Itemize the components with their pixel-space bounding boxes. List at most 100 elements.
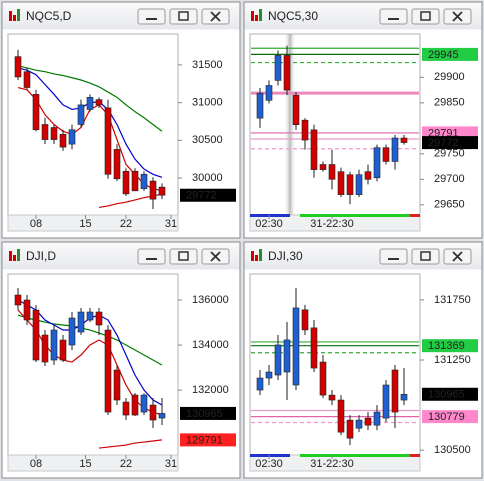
price-label: 130965 (186, 408, 223, 420)
candle-body (23, 299, 31, 321)
y-tick-label: 29850 (434, 97, 465, 109)
x-tick-label: 02:30 (255, 458, 283, 470)
candle-body (86, 311, 94, 321)
session-strip (410, 454, 420, 457)
restore-button[interactable] (411, 8, 440, 25)
minimize-button[interactable] (379, 8, 408, 25)
window-icon (9, 249, 20, 261)
y-tick-label: 132000 (192, 384, 229, 396)
minimize-button[interactable] (137, 8, 166, 25)
x-axis-strip (7, 214, 179, 232)
moving-average (98, 439, 163, 449)
moving-average (17, 314, 163, 366)
window-title: DJI,D (26, 249, 56, 263)
title-bar (244, 242, 482, 270)
candle-body (149, 180, 157, 200)
candle-body (95, 99, 103, 106)
candle-body (131, 170, 139, 192)
x-tick-label: 22 (120, 458, 132, 470)
candle-body (373, 411, 381, 426)
candle-body (77, 104, 85, 125)
x-tick-label: 15 (79, 218, 91, 230)
candle-body (59, 339, 67, 361)
close-button[interactable] (201, 248, 230, 265)
price-label-box (180, 188, 236, 202)
restore-button[interactable] (411, 248, 440, 265)
chart-window: NQC5,D 30000 30500 31000 31500 08 15 22 31 29772 (1, 1, 241, 239)
candle-body (265, 85, 273, 101)
x-tick-label: 31-22:30 (310, 458, 353, 470)
candle-body (32, 309, 40, 361)
candle-body (104, 329, 112, 413)
candle-body (265, 371, 273, 379)
close-button[interactable] (443, 8, 472, 25)
candle-body (158, 186, 166, 196)
candle-body (274, 344, 282, 376)
x-axis-strip (7, 454, 179, 472)
candle-body (346, 419, 354, 439)
x-tick-label: 15 (79, 458, 91, 470)
candle-body (149, 404, 157, 421)
candle-body (41, 334, 49, 363)
minimize-button[interactable] (379, 248, 408, 265)
candle-body (364, 171, 372, 180)
y-tick-label: 29900 (434, 71, 465, 83)
candle-body (283, 55, 291, 91)
candle-body (292, 94, 300, 126)
candle-body (50, 127, 58, 140)
candle-body (328, 164, 336, 180)
price-label: 129791 (186, 434, 223, 446)
candle-body (256, 92, 264, 119)
candle-body (122, 170, 130, 195)
price-label-box (180, 406, 236, 420)
y-tick-label: 136000 (192, 294, 229, 306)
candle-body (95, 311, 103, 326)
price-label: 130779 (428, 411, 465, 423)
session-strip (410, 214, 420, 217)
session-strip (300, 454, 410, 457)
price-label-box (422, 339, 478, 353)
candle-body (400, 137, 408, 143)
candle-body (104, 107, 112, 175)
minimize-button[interactable] (137, 248, 166, 265)
window-icon (251, 249, 262, 261)
session-strip (300, 214, 410, 217)
title-bar (244, 2, 482, 30)
price-label: 131369 (428, 340, 465, 352)
title-bar (2, 242, 240, 270)
chart-window: DJI,30 130500 131250 131750 02:30 31-22:30 13… (243, 241, 483, 479)
moving-average (17, 65, 163, 132)
candle-body (32, 94, 40, 131)
window-title: NQC5,D (26, 9, 72, 23)
candle-body (382, 384, 390, 419)
restore-button[interactable] (169, 8, 198, 25)
price-label: 29772 (186, 190, 217, 202)
chart-window: DJI,D 132000 134000 136000 08 15 22 31 130965 12… (1, 241, 241, 479)
price-label-box (422, 387, 478, 401)
close-button[interactable] (443, 248, 472, 265)
candle-body (391, 137, 399, 162)
restore-button[interactable] (169, 248, 198, 265)
window-icon (251, 9, 262, 21)
close-button[interactable] (201, 8, 230, 25)
candle-body (310, 129, 318, 170)
x-tick-label: 02:30 (255, 218, 283, 230)
price-label-box (422, 47, 478, 61)
candle-body (355, 174, 363, 195)
x-tick-label: 08 (30, 218, 42, 230)
candle-body (14, 294, 22, 306)
window-title: DJI,30 (268, 249, 303, 263)
y-tick-label: 29650 (434, 199, 465, 211)
candle-body (41, 124, 49, 140)
window-title: NQC5,30 (268, 9, 318, 23)
candle-body (283, 339, 291, 373)
candle-body (391, 369, 399, 413)
x-tick-label: 31-22:30 (310, 218, 353, 230)
y-tick-label: 29700 (434, 173, 465, 185)
y-tick-label: 29750 (434, 148, 465, 160)
candle-body (337, 399, 345, 433)
candle-body (355, 419, 363, 429)
candle-body (50, 329, 58, 361)
